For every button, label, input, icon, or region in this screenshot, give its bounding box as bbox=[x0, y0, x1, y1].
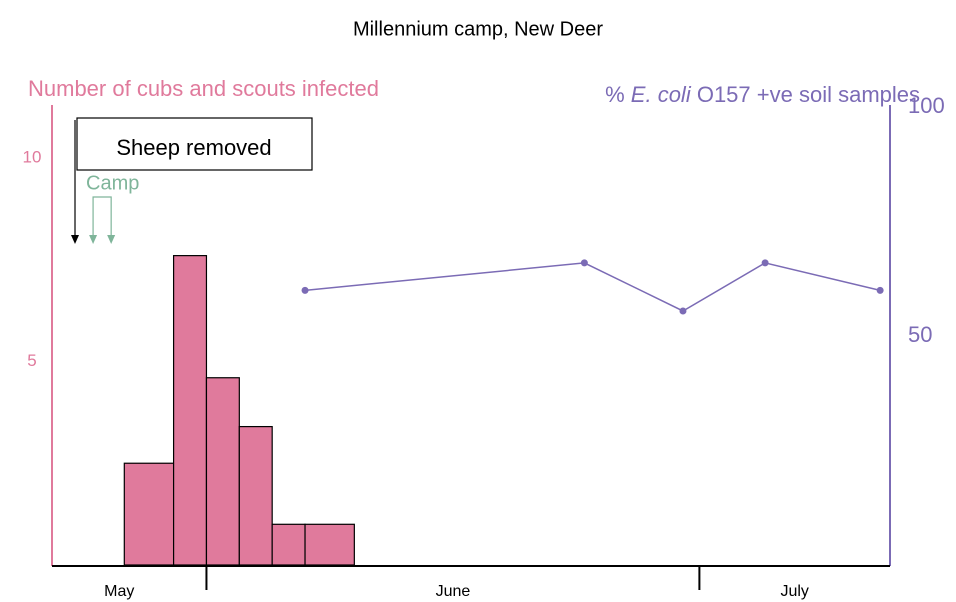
y2-tick-label: 50 bbox=[908, 322, 932, 347]
arrow-head bbox=[89, 235, 98, 244]
bar bbox=[238, 425, 273, 566]
line-point bbox=[301, 286, 309, 294]
arrow-head bbox=[107, 235, 116, 244]
x-tick-label: July bbox=[780, 583, 808, 600]
annotation-bracket bbox=[92, 196, 112, 237]
bar bbox=[172, 255, 208, 566]
bar bbox=[123, 462, 175, 566]
bar bbox=[271, 523, 306, 566]
bar bbox=[304, 523, 355, 566]
annotation-text: Sheep removed bbox=[116, 135, 271, 160]
y-axis-label: Number of cubs and scouts infected bbox=[28, 76, 379, 101]
chart-title: Millennium camp, New Deer bbox=[353, 18, 603, 40]
line-point bbox=[761, 259, 769, 267]
annotation-box bbox=[76, 117, 313, 171]
x-tick-label: May bbox=[104, 583, 134, 600]
label-part: O157 +ve soil samples bbox=[691, 82, 920, 107]
x-tick-label: June bbox=[436, 583, 471, 600]
bar bbox=[205, 377, 240, 566]
y2-axis-label: % E. coli O157 +ve soil samples bbox=[605, 82, 920, 107]
annotation-text: Camp bbox=[86, 172, 139, 194]
y-tick-label: 10 bbox=[23, 147, 42, 166]
line-point bbox=[580, 259, 588, 267]
label-part: E. coli bbox=[631, 82, 692, 107]
label-part: % bbox=[605, 82, 631, 107]
y-tick-label: 5 bbox=[27, 351, 36, 370]
line-series bbox=[304, 262, 881, 312]
line-point bbox=[679, 307, 687, 315]
y2-tick-label: 100 bbox=[908, 93, 945, 118]
line-point bbox=[876, 286, 884, 294]
arrow-head bbox=[71, 235, 80, 244]
